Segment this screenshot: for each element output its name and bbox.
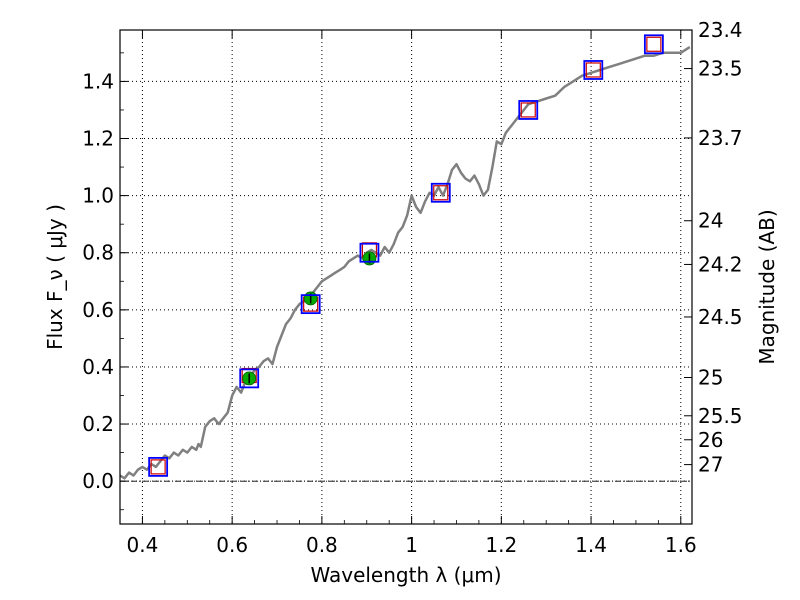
observed-photometry-marker [239, 368, 260, 389]
observed-photometry-marker [359, 242, 380, 263]
plot-frame [119, 29, 693, 525]
spectrum-line [120, 46, 691, 480]
x-tick-label: 0.8 [306, 533, 338, 557]
right-axis-label: Magnitude (AB) [755, 209, 779, 364]
observed-photometry-marker [518, 100, 539, 120]
magnitude-tick-label: 26 [698, 428, 723, 452]
x-tick-label: 1.6 [665, 533, 697, 557]
x-tick-label: 1 [405, 533, 418, 557]
y-tick-label: 1.2 [82, 127, 114, 151]
model-photometry-marker [520, 102, 536, 118]
y-tick-label: 0.8 [82, 241, 114, 265]
observed-photometry-marker [643, 34, 664, 55]
magnitude-tick-label: 23.5 [698, 57, 743, 81]
x-tick-label: 1.4 [575, 533, 607, 557]
magnitude-tick-label: 24 [698, 209, 723, 233]
observed-photometry-marker [148, 456, 169, 477]
y-tick-label: 0.4 [82, 355, 114, 379]
y-tick-label: 0.6 [82, 298, 114, 322]
y-tick-label: 0.0 [82, 469, 114, 493]
y-axis-label: Flux F_ν ( μJy ) [43, 204, 67, 350]
observed-photometry-marker [583, 60, 604, 80]
observed-photometry-marker [300, 294, 321, 315]
model-photometry-marker [433, 185, 449, 201]
x-tick-label: 0.6 [216, 533, 248, 557]
y-tick-label: 1.0 [82, 184, 114, 208]
plot-background [120, 30, 692, 524]
magnitude-tick-label: 25 [698, 366, 723, 390]
y-tick-label: 0.2 [82, 412, 114, 436]
x-tick-label: 1.2 [485, 533, 517, 557]
magnitude-tick-label: 23.4 [698, 18, 743, 42]
model-photometry-marker [646, 36, 662, 52]
magnitude-tick-label: 25.5 [698, 404, 743, 428]
magnitude-tick-label: 24.2 [698, 252, 743, 276]
magnitude-tick-label: 27 [698, 453, 723, 477]
magnitude-tick-label: 23.7 [698, 126, 743, 150]
x-axis-label: Wavelength λ (μm) [310, 563, 501, 587]
observed-photometry-marker [430, 182, 451, 203]
y-tick-label: 1.4 [82, 69, 114, 93]
x-tick-label: 0.4 [127, 533, 159, 557]
model-photometry-marker [585, 62, 601, 78]
magnitude-tick-label: 24.5 [698, 305, 743, 329]
model-photometry-marker [150, 459, 166, 475]
